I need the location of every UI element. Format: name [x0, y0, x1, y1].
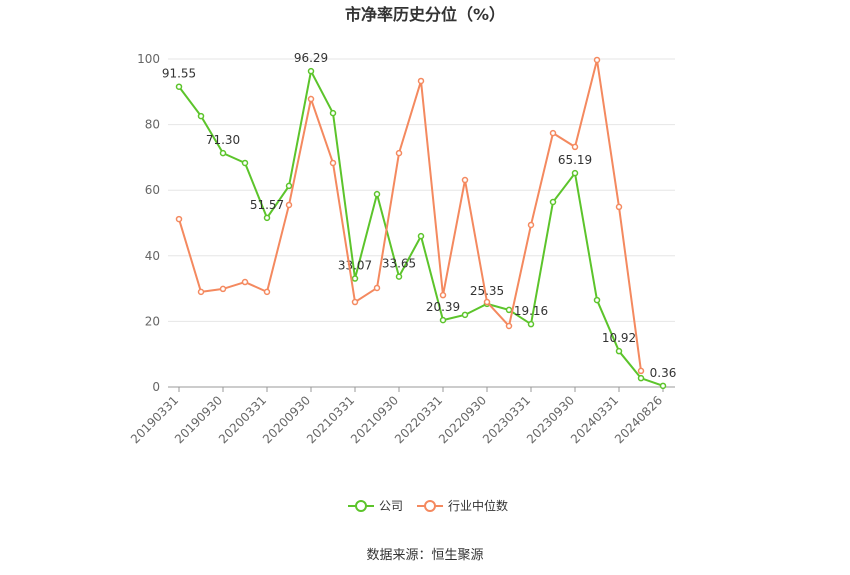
source: 数据来源：恒生聚源 — [366, 548, 483, 563]
point — [571, 143, 579, 151]
point — [351, 275, 359, 282]
data-label: 33.07 — [338, 259, 372, 273]
point — [615, 203, 623, 211]
point — [417, 232, 425, 240]
point — [307, 67, 315, 75]
point — [351, 298, 359, 306]
legend-marker — [424, 500, 437, 512]
point — [329, 109, 337, 117]
point — [439, 291, 447, 299]
y-tick-label: 40 — [145, 249, 160, 263]
chart-title: 市净率历史分位（%） — [345, 5, 505, 24]
point — [505, 322, 513, 330]
point — [417, 77, 425, 85]
line — [178, 59, 642, 372]
point — [373, 190, 381, 198]
point — [329, 159, 337, 167]
y-tick-label: 80 — [145, 118, 160, 132]
point — [395, 149, 403, 157]
point — [593, 56, 601, 64]
data-label: 19.16 — [514, 304, 548, 318]
point — [615, 347, 623, 355]
point — [197, 288, 205, 296]
y-tick-label: 0 — [152, 380, 160, 394]
data-label: 96.29 — [294, 51, 328, 65]
point — [395, 273, 403, 280]
point — [263, 288, 271, 296]
data-label: 10.92 — [602, 331, 636, 345]
legend-label: 行业中位数 — [448, 498, 508, 513]
point — [593, 296, 601, 304]
point — [527, 221, 535, 229]
point — [373, 284, 381, 292]
point — [549, 198, 557, 206]
data-label: 51.57 — [250, 198, 284, 212]
x-tick-label: 20240826 — [612, 393, 665, 446]
point — [219, 285, 227, 293]
point — [285, 182, 293, 190]
point — [241, 278, 249, 286]
point — [505, 306, 513, 314]
point — [175, 215, 183, 223]
data-label: 91.55 — [162, 67, 196, 81]
point — [637, 374, 645, 382]
point — [461, 176, 469, 184]
data-label: 0.36 — [650, 366, 677, 380]
point — [483, 298, 491, 306]
y-tick-label: 60 — [145, 183, 160, 197]
point — [439, 316, 447, 324]
point — [659, 382, 667, 390]
point — [219, 149, 227, 157]
point — [549, 129, 557, 137]
y-tick-label: 100 — [137, 52, 160, 66]
point — [175, 83, 183, 90]
point — [197, 112, 205, 120]
data-label: 33.65 — [382, 257, 416, 271]
data-label: 25.35 — [470, 284, 504, 298]
line — [178, 68, 664, 387]
legend-label: 公司 — [379, 499, 403, 513]
point — [637, 367, 645, 375]
point — [571, 169, 579, 177]
point — [527, 320, 535, 328]
point — [307, 95, 315, 103]
point — [263, 214, 271, 222]
legend-marker — [355, 500, 367, 512]
data-label: 65.19 — [558, 153, 592, 167]
point — [461, 311, 469, 319]
y-tick-label: 20 — [145, 314, 160, 328]
point — [285, 201, 293, 209]
data-label: 20.39 — [426, 300, 460, 314]
data-label: 71.30 — [206, 133, 240, 147]
point — [241, 159, 249, 167]
